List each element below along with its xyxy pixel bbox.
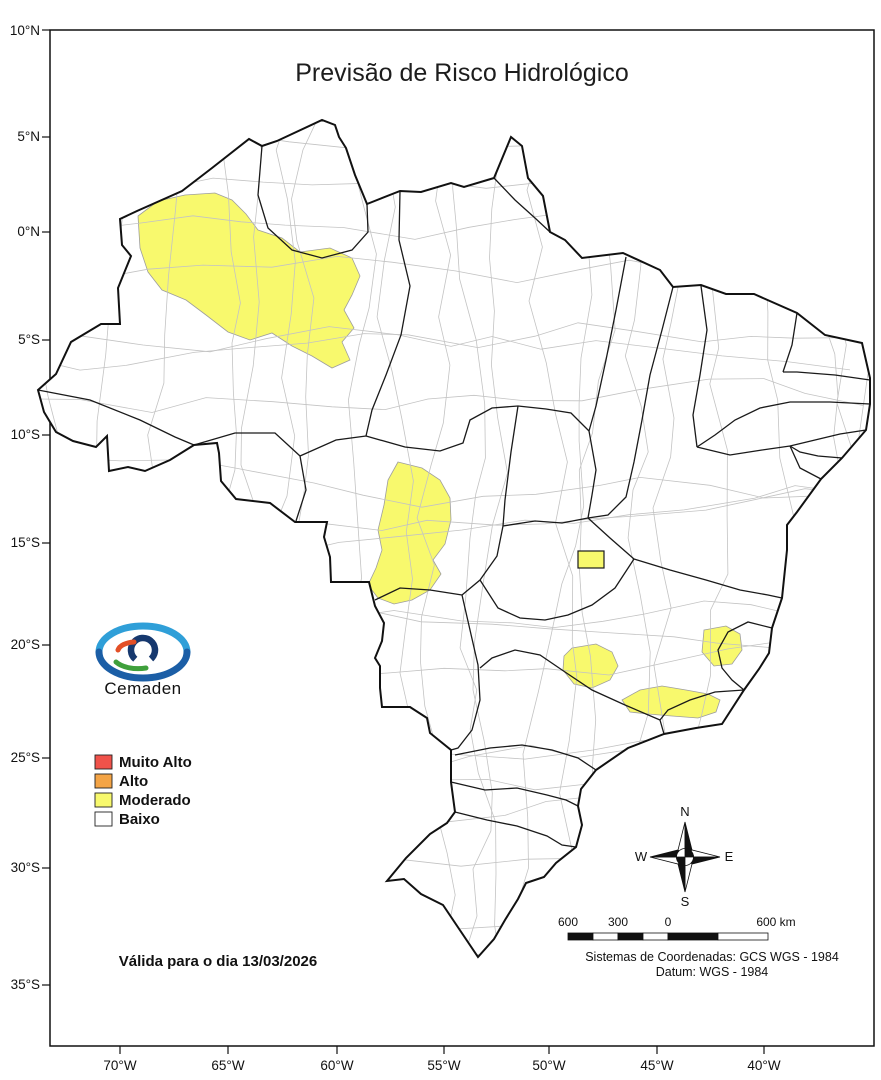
compass-north-label: N	[680, 804, 689, 819]
lat-tick-label: 35°S	[11, 977, 40, 992]
legend-label-alto: Alto	[119, 773, 148, 790]
latitude-ticks	[42, 29, 50, 986]
lon-tick-label: 50°W	[532, 1058, 565, 1073]
lon-tick-label: 40°W	[747, 1058, 780, 1073]
lat-tick-label: 5°S	[18, 332, 40, 347]
scale-label-0: 0	[665, 915, 672, 929]
lat-tick-label: 25°S	[11, 750, 40, 765]
scale-label-600-left: 600	[558, 915, 578, 929]
legend: Muito Alto Alto Moderado Baixo	[94, 754, 192, 828]
cemaden-eye-icon	[95, 622, 191, 682]
scale-bar-segments	[567, 932, 769, 941]
lat-tick-label: 10°S	[11, 427, 40, 442]
legend-swatch-baixo	[94, 811, 113, 827]
scale-bar: 600 300 0 600 km	[558, 915, 796, 941]
coordinate-system-note: Sistemas de Coordenadas: GCS WGS - 1984	[585, 950, 839, 964]
validity-note: Válida para o dia 13/03/2026	[119, 953, 317, 970]
logo-wordmark: Cemaden	[104, 679, 181, 698]
legend-label-baixo: Baixo	[119, 811, 160, 828]
legend-swatch-alto	[94, 773, 113, 789]
lat-tick-label: 30°S	[11, 860, 40, 875]
state-boundaries	[38, 145, 870, 848]
moderado-region-northwest-amazon	[137, 192, 361, 369]
scale-label-600-km: 600 km	[756, 915, 795, 929]
lon-tick-label: 45°W	[640, 1058, 673, 1073]
datum-note: Datum: WGS - 1984	[656, 965, 769, 979]
moderado-region-distrito-federal	[577, 550, 605, 569]
legend-label-moderado: Moderado	[119, 792, 191, 809]
lon-tick-label: 70°W	[103, 1058, 136, 1073]
lat-tick-label: 15°S	[11, 535, 40, 550]
lat-tick-label: 10°N	[10, 23, 40, 38]
lon-tick-label: 60°W	[320, 1058, 353, 1073]
scale-label-300: 300	[608, 915, 628, 929]
legend-swatch-moderado	[94, 792, 113, 808]
longitude-labels: 70°W 65°W 60°W 55°W 50°W 45°W 40°W	[103, 1058, 780, 1073]
legend-label-muito-alto: Muito Alto	[119, 754, 192, 771]
page-title: Previsão de Risco Hidrológico	[295, 59, 628, 87]
lon-tick-label: 65°W	[211, 1058, 244, 1073]
lat-tick-label: 20°S	[11, 637, 40, 652]
lon-tick-label: 55°W	[427, 1058, 460, 1073]
compass-east-label: E	[725, 849, 734, 864]
latitude-labels: 10°N 5°N 0°N 5°S 10°S 15°S 20°S 25°S 30°…	[10, 23, 40, 992]
compass-south-label: S	[681, 894, 690, 909]
lat-tick-label: 0°N	[17, 224, 40, 239]
compass-west-label: W	[635, 849, 648, 864]
legend-swatch-muito-alto	[94, 754, 113, 770]
lat-tick-label: 5°N	[17, 129, 40, 144]
compass-rose: N E S W	[635, 804, 734, 909]
cemaden-logo: Cemaden	[95, 622, 191, 698]
longitude-ticks	[119, 1046, 765, 1054]
